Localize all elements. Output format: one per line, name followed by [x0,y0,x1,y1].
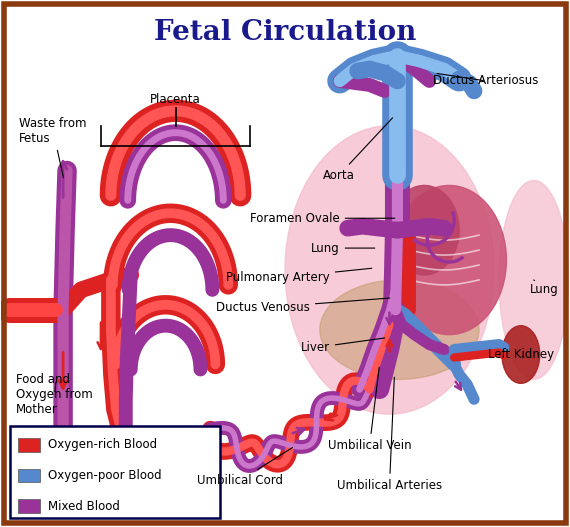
Text: Ductus Venosus: Ductus Venosus [216,298,390,314]
Text: Waste from
Fetus: Waste from Fetus [19,116,87,178]
Ellipse shape [499,180,569,379]
Text: Lung: Lung [311,241,374,255]
Text: Foramen Ovale: Foramen Ovale [250,212,394,225]
Text: Ductus Arteriosus: Ductus Arteriosus [433,73,539,87]
Text: Umbilical Arteries: Umbilical Arteries [337,377,442,492]
Ellipse shape [502,326,540,383]
Text: Fetal Circulation: Fetal Circulation [154,19,416,46]
Text: Liver: Liver [300,338,385,354]
Text: Lung: Lung [530,280,559,296]
FancyBboxPatch shape [18,438,40,452]
Ellipse shape [392,186,506,335]
Ellipse shape [320,280,479,379]
Text: Oxygen-poor Blood: Oxygen-poor Blood [48,469,161,482]
Ellipse shape [389,186,459,275]
Text: Umbilical Vein: Umbilical Vein [328,367,412,452]
Text: Mixed Blood: Mixed Blood [48,500,120,513]
Text: Food and
Oxygen from
Mother: Food and Oxygen from Mother [17,373,93,416]
FancyBboxPatch shape [18,499,40,513]
Ellipse shape [285,126,494,414]
FancyBboxPatch shape [18,469,40,482]
FancyBboxPatch shape [10,426,220,518]
Text: Left Kidney: Left Kidney [487,348,553,361]
Text: Placenta: Placenta [150,93,201,106]
Text: Umbilical Cord: Umbilical Cord [197,447,292,487]
Text: Aorta: Aorta [323,118,393,182]
Text: Oxygen-rich Blood: Oxygen-rich Blood [48,438,157,452]
Text: Pulmonary Artery: Pulmonary Artery [226,268,372,285]
